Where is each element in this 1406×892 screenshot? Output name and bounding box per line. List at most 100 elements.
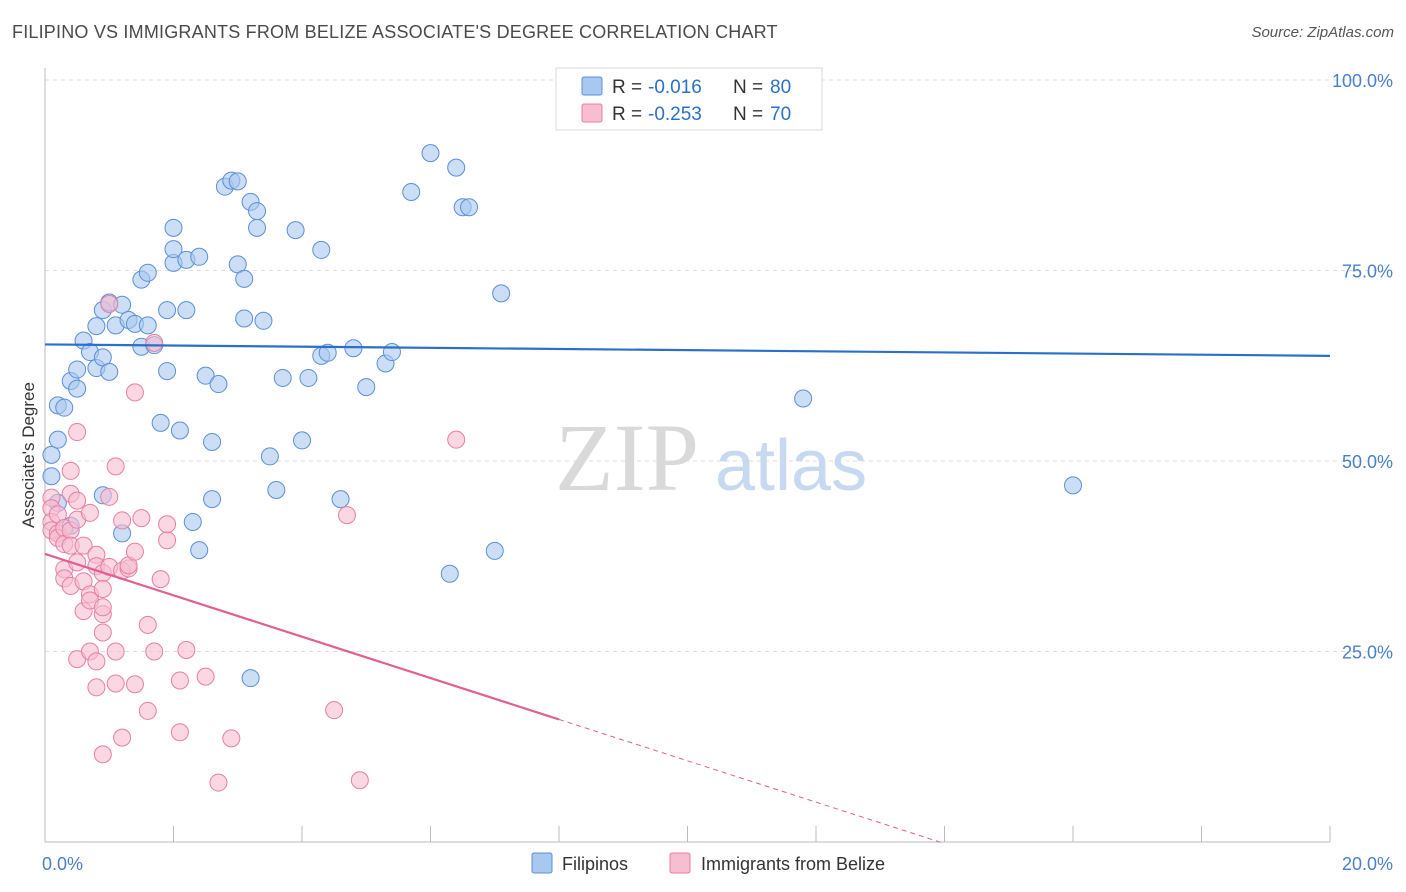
filipino-point [68,379,87,398]
filipino-point [42,445,61,464]
belize-point [158,515,177,534]
y-tick-label: 100.0% [1332,71,1393,91]
filipino-point [209,375,228,394]
filipino-point [440,564,459,583]
legend-n-value: 70 [770,104,791,125]
filipino-point [55,398,74,417]
filipino-point [158,301,177,320]
filipino-point [196,366,215,385]
filipino-point [260,447,279,466]
belize-point [125,675,144,694]
filipino-trend-line [44,343,1331,357]
belize-point [132,509,151,528]
filipino-point [138,263,157,282]
filipino-point [254,311,273,330]
watermark-atlas: atlas [715,426,867,506]
y-tick-label: 25.0% [1342,643,1393,663]
filipino-point [299,368,318,387]
filipino-point [447,158,466,177]
bottom-legend-label-filipinos: Filipinos [562,854,628,874]
legend-n-label: N = [733,104,763,125]
belize-point [68,491,87,510]
belize-point [106,674,125,693]
belize-point [138,615,157,634]
y-tick-label: 75.0% [1342,262,1393,282]
legend-r-value: -0.016 [648,77,702,98]
belize-point [209,773,228,792]
legend-r-label: R = [612,104,642,125]
filipino-point [42,467,61,486]
bottom-legend: Filipinos Immigrants from Belize [531,852,885,874]
bottom-legend-swatch-belize [669,852,691,874]
belize-point [177,640,196,659]
filipino-point [267,480,286,499]
belize-point [170,671,189,690]
belize-point [106,642,125,661]
belize-point [106,457,125,476]
belize-point [74,536,93,555]
belize-point [61,461,80,480]
filipino-point [357,378,376,397]
bottom-legend-label-belize: Immigrants from Belize [701,854,885,874]
filipino-point [1064,476,1082,495]
belize-point [447,430,466,449]
belize-point [222,729,241,748]
belize-point [125,542,144,561]
filipino-point [318,343,337,362]
belize-point [138,701,157,720]
belize-point [100,487,119,506]
filipino-point [164,218,183,237]
filipino-point [100,362,119,381]
belize-point [68,423,87,442]
x-tick-label: 0.0% [42,854,83,874]
y-tick-label: 50.0% [1342,452,1393,472]
filipino-point [190,541,209,560]
filipino-point [492,284,511,303]
filipino-point [248,202,267,221]
source-label: Source: ZipAtlas.com [1251,24,1394,41]
belize-point [113,728,132,747]
legend-swatch-filipinos [581,76,603,96]
filipino-point [158,362,177,381]
belize-point [93,623,112,642]
legend-n-value: 80 [770,77,791,98]
belize-point [325,701,344,720]
filipino-point [485,541,504,560]
belize-point [145,642,164,661]
belize-point [125,383,144,402]
filipino-point [203,432,222,451]
filipino-point [164,240,183,259]
filipino-point [241,669,260,688]
grid-lines [45,79,1390,652]
belize-point [87,678,106,697]
filipino-point [286,221,305,240]
filipino-point [190,247,209,266]
filipino-point [48,430,67,449]
filipino-point [382,343,401,362]
filipino-point [151,413,170,432]
legend-n-label: N = [733,77,763,98]
filipino-point [460,198,479,217]
belize-point [93,745,112,764]
tick-labels: 25.0% 50.0% 75.0% 100.0% 0.0% 20.0% [42,71,1393,874]
belize-point [350,771,369,790]
y-axis-label: Associate's Degree [19,382,38,528]
filipino-point [273,368,292,387]
belize-point [170,723,189,742]
watermark: ZIP atlas [555,404,867,511]
bottom-legend-swatch-filipinos [531,852,553,874]
filipino-point [235,269,254,288]
filipino-point [177,301,196,320]
legend-box: R = -0.016 N = 80 R = -0.253 N = 70 [555,67,823,131]
x-tick-label: 20.0% [1342,854,1393,874]
filipino-point [235,309,254,328]
trend-lines [44,343,1331,844]
filipino-point [248,218,267,237]
belize-point [87,652,106,671]
filipino-point [68,360,87,379]
chart-title: FILIPINO VS IMMIGRANTS FROM BELIZE ASSOC… [12,22,778,42]
filipino-point [312,240,331,259]
filipino-point [87,317,106,336]
watermark-zip: ZIP [555,404,699,511]
filipino-point [421,144,440,163]
